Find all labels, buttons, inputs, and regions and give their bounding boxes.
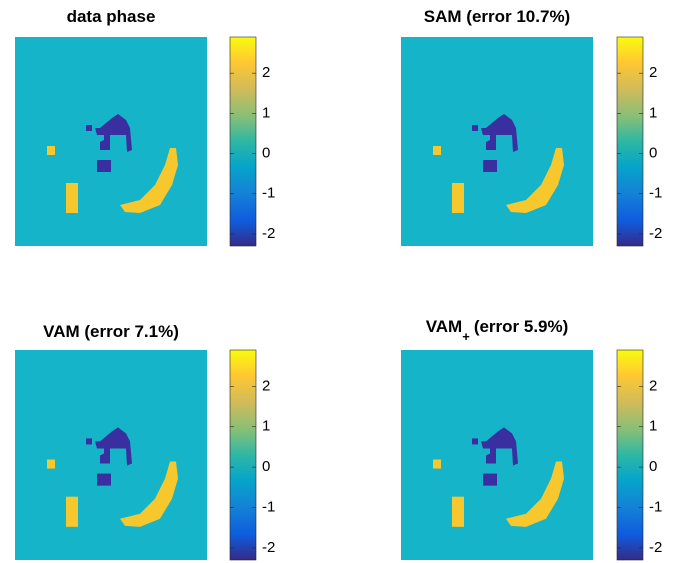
colorbar-tick-label: 1	[649, 104, 657, 121]
title-subscript: +	[462, 329, 470, 344]
colorbar-tick-label: -2	[649, 539, 662, 556]
colorbar	[616, 349, 644, 561]
panel-title: data phase	[67, 7, 156, 26]
title-rest: (error 5.9%)	[474, 317, 568, 336]
image	[401, 350, 593, 560]
colorbar-tick-label: 2	[649, 377, 657, 394]
colorbar-tick-label: 0	[262, 458, 270, 475]
colorbar-tick-label: 1	[262, 418, 270, 435]
panel-title: VAM+ (error 5.9%)	[426, 317, 569, 344]
image	[401, 37, 593, 246]
title-text: SAM (error 10.7%)	[424, 7, 570, 26]
colorbar-tick-label: -2	[262, 225, 275, 242]
colorbar-tick-label: 0	[649, 458, 657, 475]
title-text: VAM	[426, 317, 463, 336]
colorbar-tick-label: 2	[649, 64, 657, 81]
title-text: VAM (error 7.1%)	[43, 322, 179, 341]
title-text: data phase	[67, 7, 156, 26]
colorbar	[616, 36, 644, 247]
image	[15, 350, 207, 560]
colorbar	[229, 349, 257, 561]
colorbar-tick-label: 1	[649, 418, 657, 435]
colorbar	[229, 36, 257, 247]
panel-title: SAM (error 10.7%)	[424, 7, 570, 26]
colorbar-tick-label: -2	[649, 225, 662, 242]
colorbar-tick-label: -1	[649, 185, 662, 202]
colorbar-tick-label: -2	[262, 539, 275, 556]
colorbar-tick-label: 0	[649, 145, 657, 162]
colorbar-tick-label: 0	[262, 145, 270, 162]
colorbar-tick-label: -1	[262, 185, 275, 202]
colorbar-tick-label: 2	[262, 377, 270, 394]
colorbar-tick-label: -1	[649, 498, 662, 515]
panel-title: VAM (error 7.1%)	[43, 322, 179, 341]
colorbar-tick-label: 2	[262, 64, 270, 81]
colorbar-tick-label: -1	[262, 498, 275, 515]
image	[15, 37, 207, 246]
colorbar-tick-label: 1	[262, 104, 270, 121]
